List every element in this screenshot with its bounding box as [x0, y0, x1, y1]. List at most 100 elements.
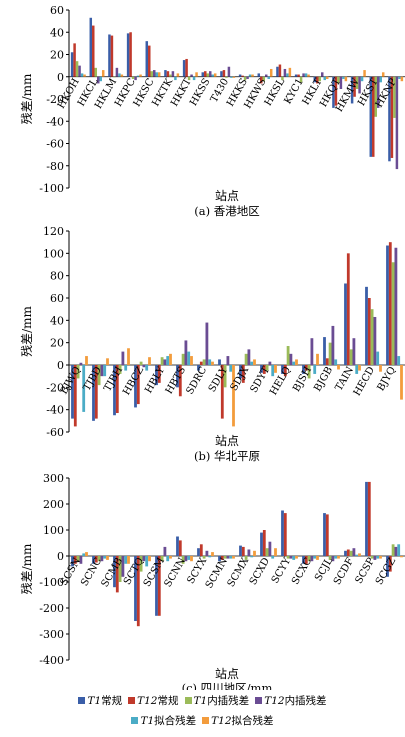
chart-1-bar	[355, 76, 359, 89]
chart-3-bar	[176, 536, 179, 556]
chart-1-bar	[390, 76, 394, 158]
chart-1-bar	[113, 76, 116, 78]
chart-3-bar	[358, 553, 361, 556]
chart-3-bar	[208, 556, 212, 558]
chart-3-category-label: SCMX	[226, 555, 252, 589]
legend-text: 内插残差	[207, 695, 250, 707]
chart-2-bar	[355, 365, 359, 374]
chart-3-bar	[155, 556, 158, 616]
chart-2-bar	[178, 365, 182, 397]
chart-3-bar	[388, 556, 392, 572]
chart-1-bar	[337, 76, 340, 84]
chart-3-bar	[223, 556, 227, 559]
chart-2-bar	[181, 353, 185, 365]
chart-3-bar	[226, 556, 230, 559]
chart-3-bar	[394, 546, 398, 556]
chart-2-bar	[373, 316, 377, 365]
chart-1-bar	[316, 76, 319, 84]
legend-label: T12内插残差	[264, 693, 326, 708]
chart-2-category-label: SDRC	[185, 365, 210, 397]
chart-2-bar	[358, 365, 361, 371]
chart-2-y-tick-label: -40	[46, 404, 64, 417]
chart-2-bar	[157, 365, 161, 383]
chart-3-bar	[121, 556, 125, 577]
chart-3-bar	[157, 556, 161, 616]
chart-3-bar	[202, 556, 206, 559]
chart-3-y-tick-label: -300	[39, 628, 64, 641]
chart-1-bar	[395, 76, 399, 170]
chart-1-bar	[265, 74, 268, 77]
chart-3-bar	[313, 556, 317, 559]
chart-2-bar	[85, 356, 88, 365]
chart-1-bar	[360, 76, 364, 82]
chart-1-bar	[80, 73, 84, 77]
legend-label: T1拟合残差	[140, 713, 196, 728]
chart-2-bar	[169, 353, 172, 365]
chart-3-bar	[145, 556, 149, 567]
chart-2-bar	[103, 365, 107, 377]
legend-variable: T12	[211, 715, 232, 727]
chart-1-bar	[288, 67, 292, 77]
chart-1-bar	[171, 71, 175, 77]
chart-3-bar	[82, 553, 86, 556]
chart-3-bar	[331, 556, 335, 562]
chart-1-y-axis-label: 残差/mm	[20, 73, 34, 124]
chart-1-bar	[222, 70, 226, 77]
chart-2-bar	[73, 365, 77, 427]
chart-1-bar	[248, 74, 252, 77]
chart-1-bar	[92, 25, 95, 77]
chart-3-y-tick-label: 200	[43, 498, 64, 511]
legend-swatch	[78, 697, 86, 704]
legend-text: 常规	[101, 695, 123, 707]
chart-2-x-axis-label: 站点	[215, 434, 239, 448]
chart-1-bar	[213, 73, 217, 77]
chart-3-bar	[169, 556, 172, 559]
chart-3-bar	[337, 556, 340, 559]
chart-2-bar	[229, 365, 233, 372]
chart-2-bar	[100, 365, 104, 377]
chart-2-bar	[325, 358, 329, 365]
chart-2-bar	[367, 298, 371, 365]
legend-swatch	[255, 697, 263, 704]
legend-label: T12常规	[137, 693, 178, 708]
chart-1-bar	[155, 72, 158, 77]
chart-2-bar	[202, 359, 206, 365]
chart-1-bar	[131, 76, 135, 79]
chart-2-bar	[71, 365, 74, 419]
chart-2-bar	[365, 286, 368, 365]
chart-1-bar	[129, 32, 132, 77]
chart-1-bar	[185, 58, 188, 77]
chart-3-y-tick-label: 0	[57, 550, 64, 563]
chart-2-bar	[184, 340, 188, 365]
chart-1-bar	[192, 76, 196, 81]
chart-2-bar	[286, 346, 290, 365]
chart-3-bar	[274, 548, 277, 556]
chart-2-bar	[283, 365, 287, 377]
chart-3-bar	[127, 556, 130, 564]
legend-label: T12拟合残差	[211, 713, 273, 728]
chart-1-bar	[283, 68, 287, 77]
chart-2-bar	[106, 358, 109, 365]
chart-3-bar	[241, 546, 245, 556]
chart-3-bar	[160, 556, 164, 562]
chart-3-bar	[134, 556, 137, 621]
chart-2-y-tick-label: 20	[50, 337, 64, 350]
chart-2-bar	[310, 338, 314, 365]
chart-3-bar	[268, 541, 272, 556]
chart-1-bar	[148, 45, 151, 77]
chart-2-bar	[323, 337, 326, 365]
chart-2-bar	[166, 356, 170, 365]
chart-1-bar	[94, 67, 97, 77]
chart-3-bar	[199, 544, 203, 556]
chart-2-bar	[97, 365, 101, 386]
chart-3-bar	[346, 549, 350, 556]
chart-3-bar	[136, 556, 140, 627]
chart-1-y-tick-label: 20	[50, 49, 64, 62]
chart-3-bar	[253, 550, 256, 556]
chart-3-bar	[334, 556, 338, 559]
chart-3-y-axis-label: 残差/mm	[20, 543, 34, 594]
chart-2-y-tick-label: 80	[50, 270, 64, 283]
chart-1-bar	[267, 76, 270, 79]
chart-2-bar	[391, 262, 395, 365]
chart-2-y-axis-label: 残差/mm	[20, 305, 34, 356]
